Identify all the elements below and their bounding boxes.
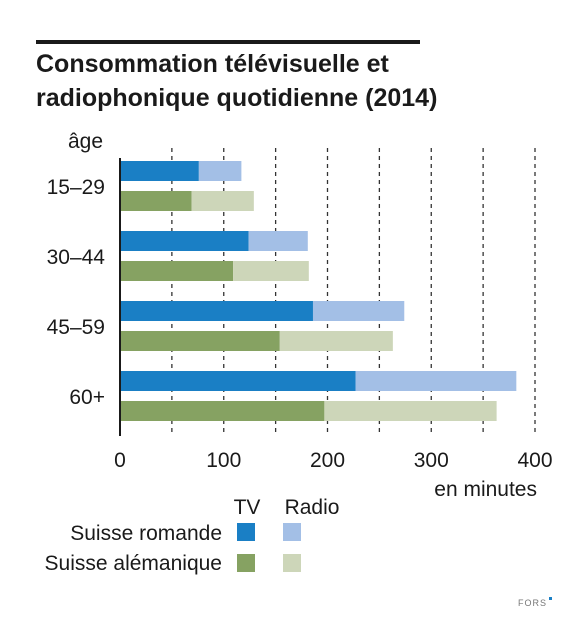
legend-label-suisse-alemanique: Suisse alémanique: [45, 552, 222, 575]
bar-suisse-romande-tv-cat-0: [120, 161, 199, 181]
legend-swatch-alemanique-radio: [283, 554, 301, 572]
y-axis-title: âge: [68, 130, 103, 153]
chart-title-line-2: radiophonique quotidienne (2014): [36, 84, 437, 112]
bar-suisse-alemanique-tv-cat-0: [120, 191, 192, 211]
chart-title-line-1: Consommation télévisuelle et: [36, 50, 390, 78]
bar-suisse-romande-tv-cat-3: [120, 371, 356, 391]
bar-suisse-alemanique-radio-cat-1: [233, 261, 309, 281]
legend-header-radio: Radio: [285, 496, 340, 519]
bar-suisse-romande-radio-cat-0: [198, 161, 242, 181]
category-labels: 15–29 30–44 45–59 60+: [47, 176, 106, 409]
category-label-2: 45–59: [47, 316, 105, 339]
bar-suisse-alemanique-radio-cat-3: [324, 401, 497, 421]
bar-suisse-alemanique-radio-cat-2: [279, 331, 393, 351]
x-tick-label-400: 400: [517, 449, 552, 472]
x-axis-title: en minutes: [434, 478, 537, 501]
bar-suisse-romande-tv-cat-1: [120, 231, 249, 251]
x-tick-labels: 0 100 200 300 400: [114, 449, 552, 472]
legend-header-tv: TV: [234, 496, 261, 519]
legend-swatch-romande-tv: [237, 523, 255, 541]
bar-suisse-romande-radio-cat-1: [248, 231, 308, 251]
x-tick-label-300: 300: [414, 449, 449, 472]
legend: TV Radio Suisse romande Suisse alémaniqu…: [45, 496, 340, 575]
legend-swatch-romande-radio: [283, 523, 301, 541]
x-tick-label-0: 0: [114, 449, 126, 472]
brand-logo-mark: [549, 597, 552, 600]
x-tick-label-200: 200: [310, 449, 345, 472]
legend-swatch-alemanique-tv: [237, 554, 255, 572]
legend-label-suisse-romande: Suisse romande: [70, 522, 222, 545]
category-label-0: 15–29: [47, 176, 105, 199]
brand-logo-text: FORS: [518, 598, 547, 608]
bar-suisse-romande-tv-cat-2: [120, 301, 313, 321]
bar-suisse-romande-radio-cat-3: [355, 371, 517, 391]
bar-suisse-alemanique-tv-cat-2: [120, 331, 280, 351]
bar-suisse-alemanique-radio-cat-0: [191, 191, 254, 211]
x-tick-label-100: 100: [206, 449, 241, 472]
bar-suisse-alemanique-tv-cat-3: [120, 401, 325, 421]
bar-suisse-romande-radio-cat-2: [312, 301, 405, 321]
category-label-1: 30–44: [47, 246, 106, 269]
category-label-3: 60+: [69, 386, 105, 409]
bars: [120, 161, 517, 421]
bar-suisse-alemanique-tv-cat-1: [120, 261, 234, 281]
